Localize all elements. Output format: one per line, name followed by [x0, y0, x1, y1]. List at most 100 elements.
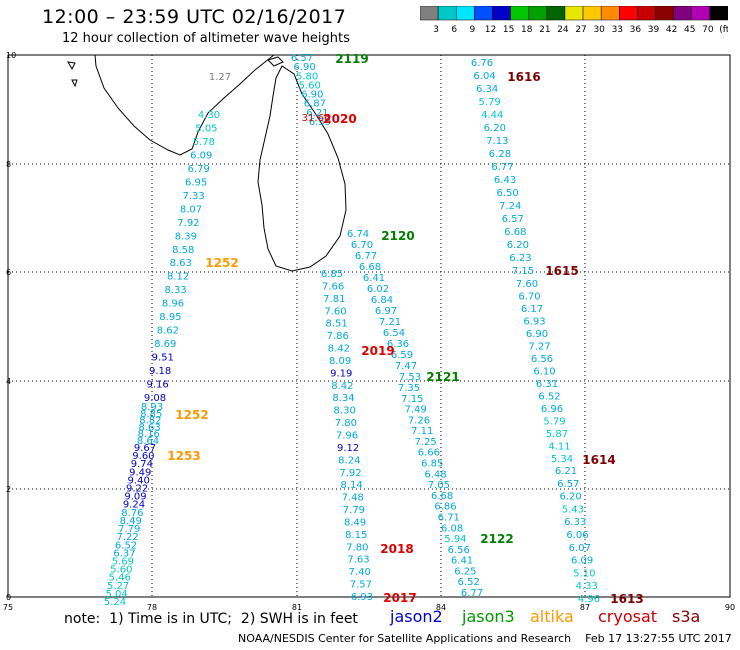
colorbar-label: 27 — [575, 25, 586, 35]
swh-value: 7.81 — [323, 294, 345, 305]
track-time-label: 1252 — [205, 256, 238, 270]
footer-credit: NOAA/NESDIS Center for Satellite Applica… — [238, 632, 732, 645]
swh-value: 8.42 — [331, 381, 353, 392]
track-time-label: 2017 — [383, 591, 416, 605]
swh-value: 6.06 — [566, 530, 588, 541]
swh-value: 6.36 — [387, 339, 409, 350]
gridlines — [8, 55, 730, 597]
swh-value: 6.57 — [557, 479, 579, 490]
swh-value: 4.11 — [548, 442, 570, 453]
swh-value: 7.80 — [335, 418, 357, 429]
swh-value: 6.17 — [521, 304, 543, 315]
swh-value: 6.85 — [421, 459, 443, 470]
track-time-label: 2121 — [426, 370, 459, 384]
swh-value: 6.71 — [438, 512, 460, 523]
track-time-label: 1613 — [610, 592, 643, 606]
swh-value: 6.31 — [536, 379, 558, 390]
swh-value: 6.68 — [359, 262, 381, 273]
x-tick-label: 84 — [436, 603, 446, 612]
colorbar-label: 9 — [469, 25, 475, 35]
swh-value: 5.43 — [562, 504, 584, 515]
swh-value: 5.60 — [299, 80, 321, 91]
swh-value: 5.94 — [444, 534, 466, 545]
legend-satellite-s3a: s3a — [672, 607, 701, 626]
y-tick-label: 6 — [6, 268, 11, 277]
swh-value: 7.27 — [528, 342, 550, 353]
page-title: 12:00 – 23:59 UTC 02/16/2017 — [42, 6, 347, 28]
swh-value: 6.54 — [383, 328, 405, 339]
swh-value: 5.79 — [543, 417, 565, 428]
swh-value: 8.16 — [138, 429, 160, 440]
swh-value: 7.60 — [516, 279, 538, 290]
swh-value: 6.52 — [458, 577, 480, 588]
swh-value: 5.27 — [107, 581, 129, 592]
swh-value: 6.96 — [541, 404, 563, 415]
track-time-label: 2018 — [380, 542, 413, 556]
swh-value: 6.41 — [451, 556, 473, 567]
swh-value: 4.96 — [578, 594, 600, 605]
swh-value: 8.69 — [154, 339, 176, 350]
swh-value: 6.04 — [473, 71, 495, 82]
swh-value: 6.41 — [363, 273, 385, 284]
swh-value: 7.57 — [350, 580, 372, 591]
swh-value: 7.26 — [408, 415, 430, 426]
swh-value: 7.63 — [347, 555, 369, 566]
swh-value: 8.85 — [140, 409, 162, 420]
swh-value: 7.86 — [327, 331, 349, 342]
swh-value: 6.97 — [375, 306, 397, 317]
swh-value: 9.60 — [132, 451, 154, 462]
swh-value: 5.34 — [551, 454, 573, 465]
swh-value: 6.25 — [454, 566, 476, 577]
track-time-label: 1253 — [167, 449, 200, 463]
swh-value: 7.79 — [343, 505, 365, 516]
swh-value: 4.33 — [576, 581, 598, 592]
swh-value: 5.60 — [110, 565, 132, 576]
swh-value: 8.15 — [345, 530, 367, 541]
swh-value: 8.30 — [334, 406, 356, 417]
swh-value: 6.90 — [293, 62, 315, 73]
swh-value: 8.24 — [338, 455, 360, 466]
swh-value: 9.40 — [128, 475, 150, 486]
swh-value: 6.07 — [569, 543, 591, 554]
swh-value: 7.33 — [182, 191, 204, 202]
colorbar-label: 3 — [433, 25, 439, 35]
y-tick-label: 4 — [6, 377, 11, 386]
colorbar-label: 12 — [485, 25, 496, 35]
swh-value: 5.04 — [105, 589, 127, 600]
swh-value: 6.56 — [531, 354, 553, 365]
x-tick-label: 90 — [725, 603, 735, 612]
colorbar-label: 18 — [521, 25, 533, 35]
swh-value: 7.47 — [395, 361, 417, 372]
swh-value: 5.05 — [195, 123, 217, 134]
colorbar-label: 6 — [451, 25, 457, 35]
wave-height-tracks: 6.576.905.805.606.906.876.216.59211931.6… — [104, 52, 644, 608]
swh-value: 8.95 — [159, 312, 181, 323]
page-subtitle: 12 hour collection of altimeter wave hei… — [62, 31, 350, 46]
swh-value: 7.48 — [342, 493, 364, 504]
swh-value: 8.63 — [170, 258, 192, 269]
axis-tick-labels: 75 78 81 84 87 90 0 2 4 6 8 10 — [3, 51, 735, 612]
swh-value: 9.16 — [146, 380, 168, 391]
swh-value: 6.20 — [507, 240, 529, 251]
swh-value: 7.22 — [116, 532, 138, 543]
swh-value: 6.79 — [188, 164, 210, 175]
swh-value: 7.05 — [428, 480, 450, 491]
swh-value: 6.86 — [434, 502, 456, 513]
swh-value: 5.79 — [479, 97, 501, 108]
x-tick-label: 75 — [3, 603, 13, 612]
x-tick-label: 81 — [292, 603, 302, 612]
swh-value: 7.66 — [322, 281, 344, 292]
swh-value: 8.49 — [120, 516, 142, 527]
swh-value: 8.63 — [138, 422, 160, 433]
swh-value: 6.70 — [518, 292, 540, 303]
swh-value: 7.11 — [411, 426, 433, 437]
swh-value: 9.12 — [337, 443, 359, 454]
swh-value: 8.62 — [157, 326, 179, 337]
swh-value: 6.09 — [571, 556, 593, 567]
swh-value: 7.60 — [324, 306, 346, 317]
swh-value: 8.93 — [141, 402, 163, 413]
swh-value: 5.78 — [193, 137, 215, 148]
swh-value: 9.49 — [129, 467, 151, 478]
swh-value: 6.48 — [424, 469, 446, 480]
swh-value: 6.59 — [309, 117, 331, 128]
